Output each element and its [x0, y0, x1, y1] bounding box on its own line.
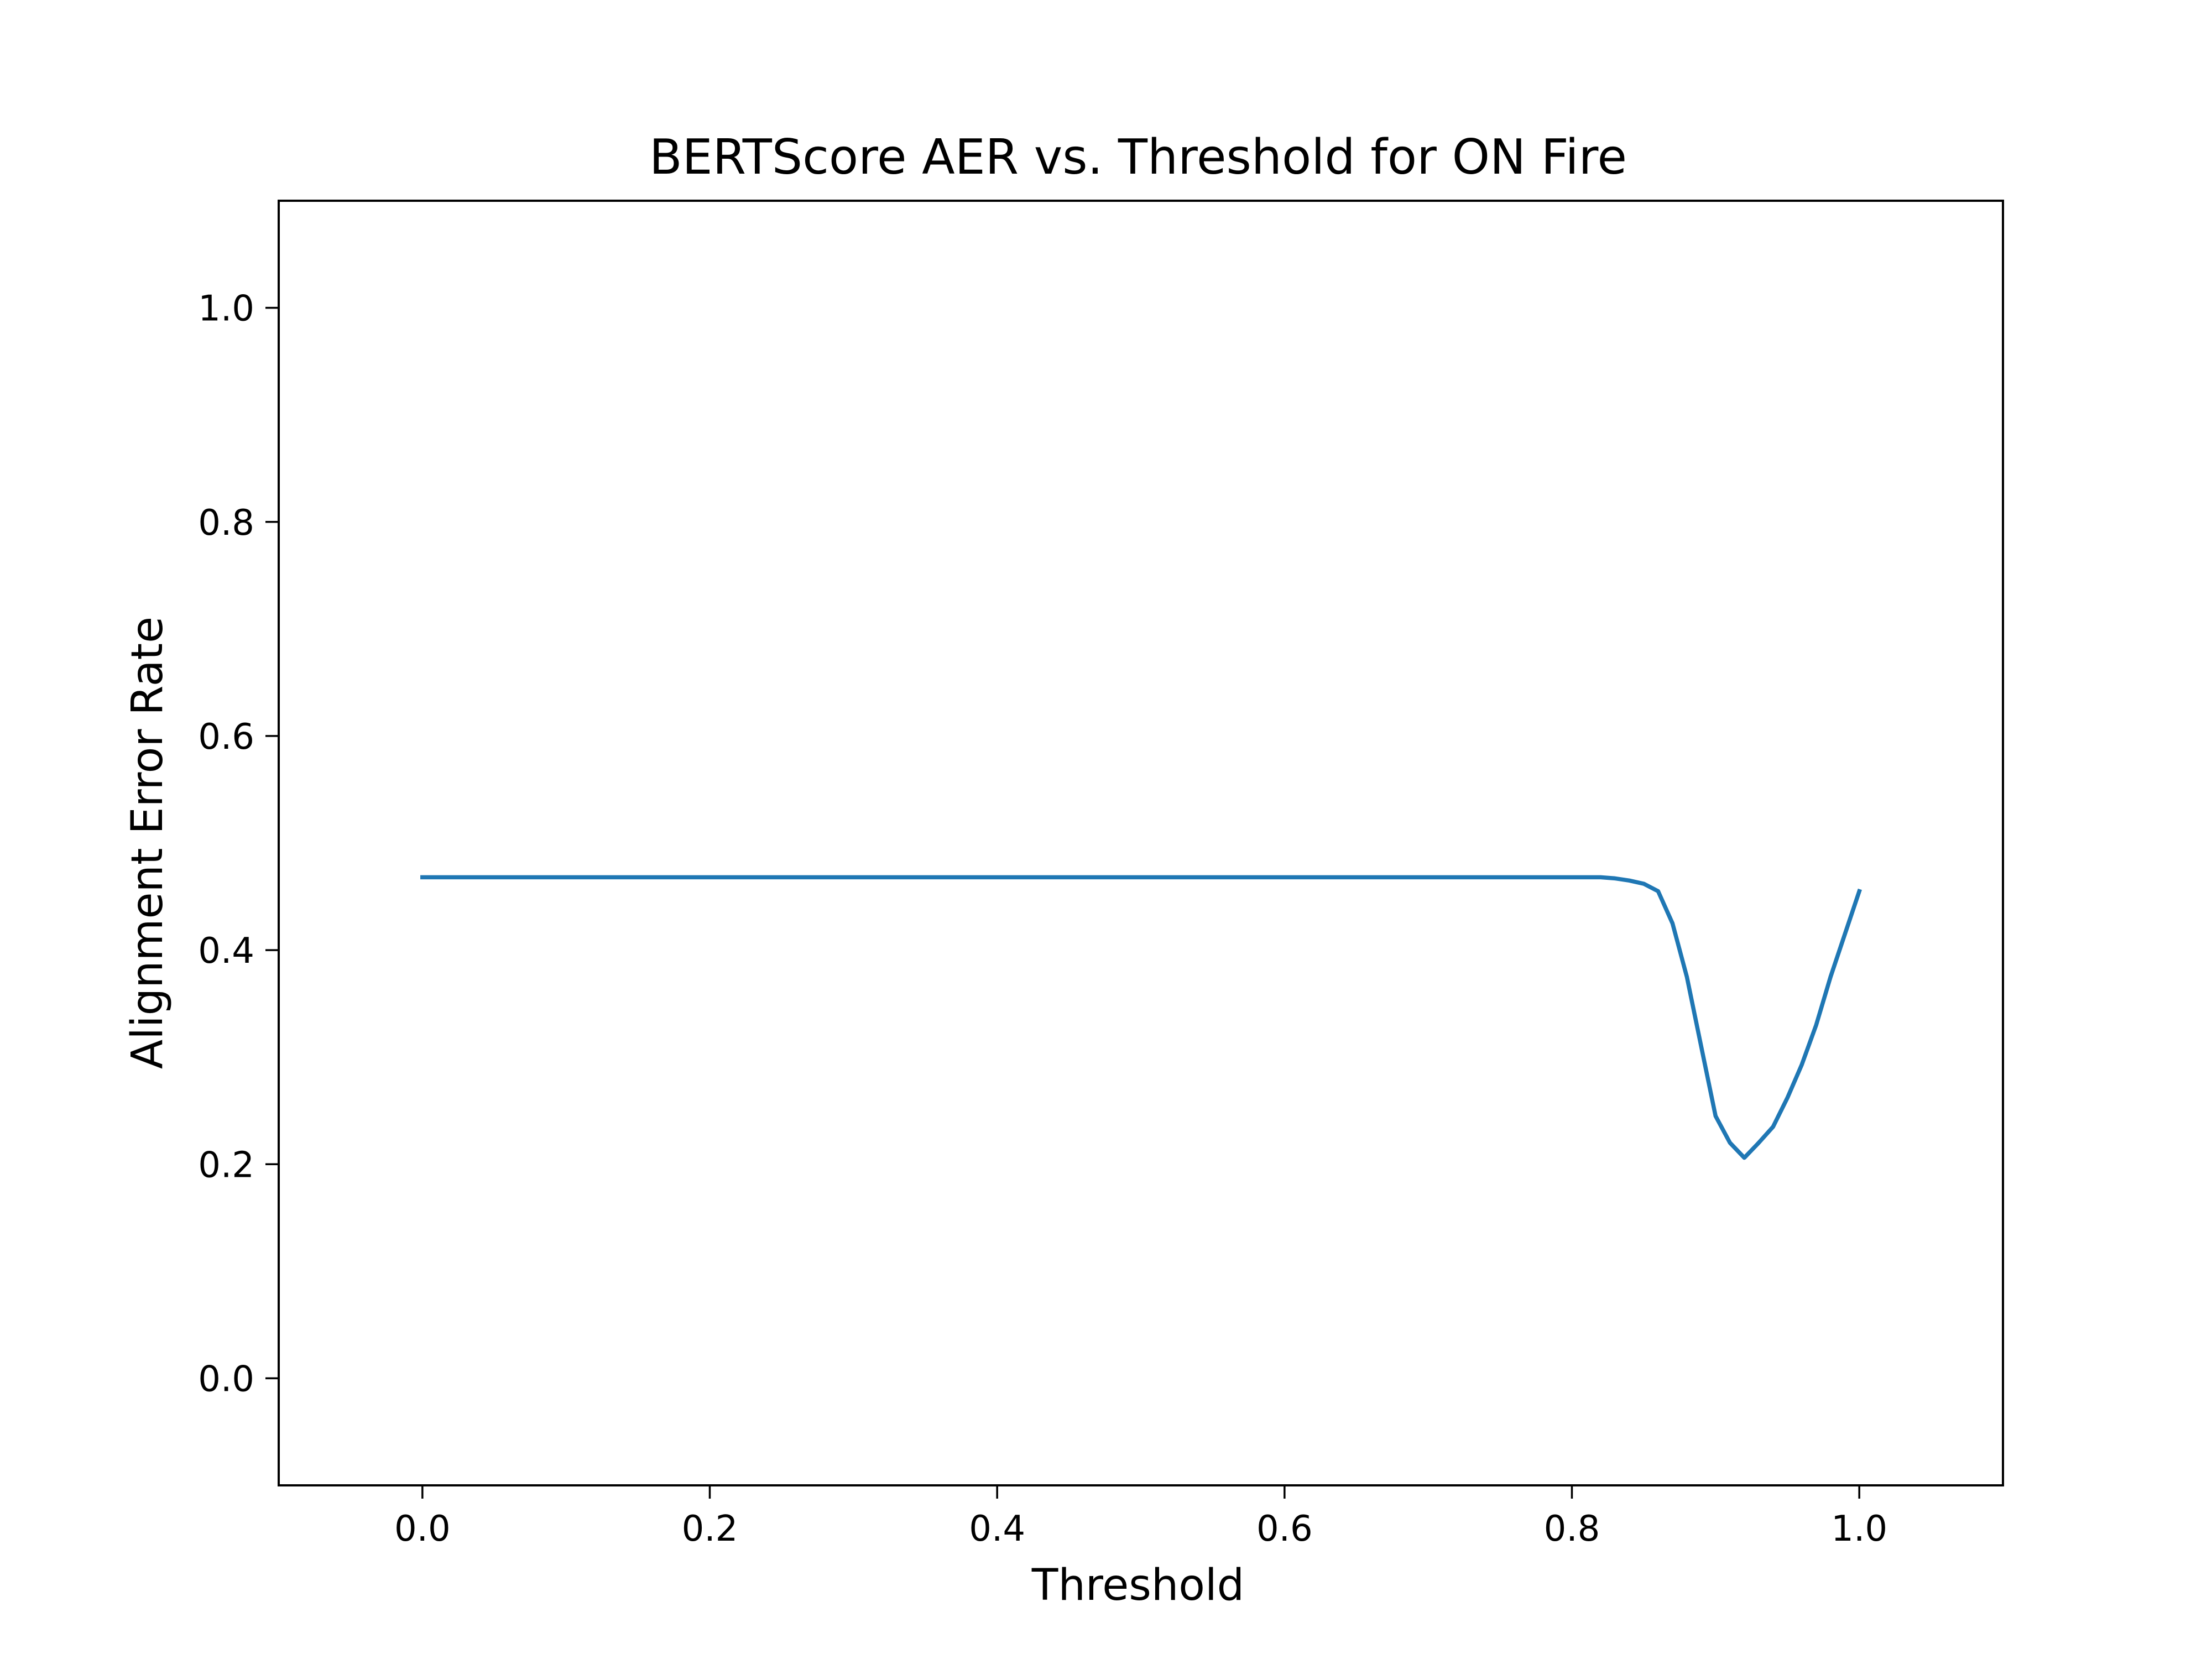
x-axis: 0.0 0.2 0.4 0.6 0.8 1.0 [394, 1485, 1887, 1550]
x-axis-label: Threshold [1031, 1561, 1244, 1610]
plot-frame [278, 200, 2004, 1486]
series-layer [420, 875, 1862, 1160]
x-tick-label: 0.2 [682, 1509, 738, 1550]
x-tick-label: 0.0 [394, 1509, 451, 1550]
y-tick-label: 0.0 [198, 1359, 254, 1400]
y-axis: 0.0 0.2 0.4 0.6 0.8 1.0 [198, 289, 279, 1400]
y-tick-label: 0.2 [198, 1145, 254, 1186]
y-tick-label: 0.6 [198, 717, 254, 758]
x-tick-label: 1.0 [1831, 1509, 1887, 1550]
series-line-0 [420, 875, 1862, 1160]
y-axis-label: Alignment Error Rate [123, 617, 173, 1069]
chart-title: BERTScore AER vs. Threshold for ON Fire [649, 129, 1627, 185]
y-tick-label: 1.0 [198, 289, 254, 330]
x-tick-label: 0.4 [969, 1509, 1025, 1550]
y-tick-label: 0.8 [198, 503, 254, 544]
x-tick-label: 0.6 [1256, 1509, 1313, 1550]
y-tick-label: 0.4 [198, 931, 254, 972]
x-tick-label: 0.8 [1544, 1509, 1600, 1550]
